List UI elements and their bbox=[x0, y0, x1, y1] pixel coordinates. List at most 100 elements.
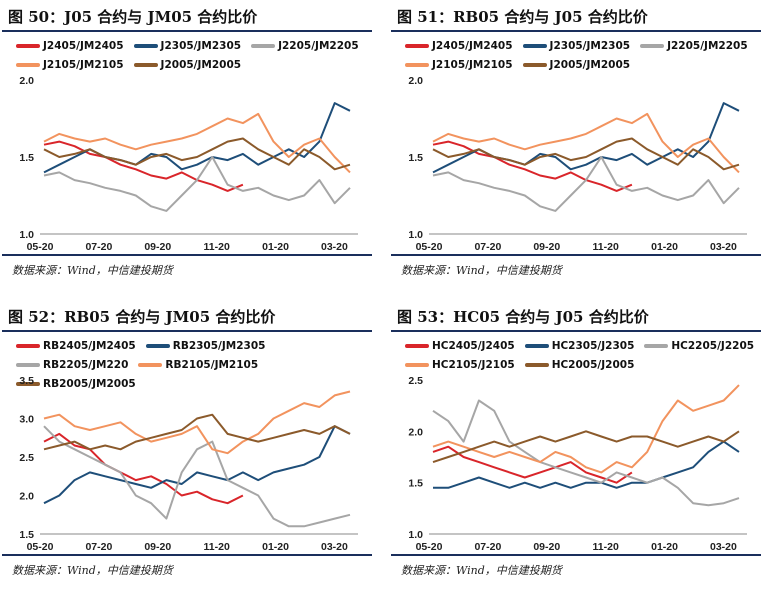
legend-swatch bbox=[405, 344, 429, 348]
x-tick-label: 03-20 bbox=[710, 241, 737, 253]
legend-label: J2105/JM2105 bbox=[43, 59, 124, 71]
x-tick-label: 07-20 bbox=[85, 241, 112, 253]
x-tick-label: 05-20 bbox=[27, 541, 54, 553]
chart-title: 图 50：J05 合约与 JM05 合约比价 bbox=[8, 8, 258, 26]
series-line bbox=[433, 440, 740, 489]
legend-item: HC2305/J2305 bbox=[524, 337, 635, 355]
legend-swatch bbox=[640, 44, 665, 48]
y-tick-label: 1.5 bbox=[408, 152, 423, 164]
x-tick-label: 11-20 bbox=[593, 541, 619, 553]
legend-label: RB2005/JM2005 bbox=[43, 378, 136, 390]
y-tick-label: 1.5 bbox=[408, 478, 423, 490]
legend-item: RB2305/JM2305 bbox=[145, 337, 266, 355]
chart-panel-53: 图 53：HC05 合约与 J05 合约比价 HC2405/J2405 HC230… bbox=[391, 300, 765, 590]
x-tick-label: 09-20 bbox=[533, 241, 560, 253]
legend-item: J2305/JM2305 bbox=[522, 37, 631, 55]
chart-title: 图 53：HC05 合约与 J05 合约比价 bbox=[397, 308, 649, 326]
legend-swatch bbox=[16, 63, 40, 67]
legend-label: J2205/JM2205 bbox=[278, 40, 359, 52]
x-tick-label: 01-20 bbox=[651, 241, 678, 253]
chart-plot: 1.0 1.5 2.0 05-20 07-20 09-20 11-20 01-20 03-20 bbox=[408, 75, 747, 253]
series-line bbox=[43, 425, 351, 528]
x-tick-label: 03-20 bbox=[321, 241, 348, 253]
series-line bbox=[432, 430, 740, 464]
divider bbox=[2, 330, 372, 332]
x-tick-label: 11-20 bbox=[593, 241, 619, 253]
y-tick-label: 2.5 bbox=[408, 375, 423, 387]
x-tick-label: 03-20 bbox=[321, 541, 348, 553]
x-tick-label: 03-20 bbox=[710, 541, 737, 553]
legend-item: J2205/JM2205 bbox=[251, 37, 359, 55]
x-tick-label: 11-20 bbox=[204, 241, 230, 253]
legend-swatch bbox=[524, 344, 549, 348]
y-tick-label: 2.0 bbox=[408, 426, 423, 438]
legend-swatch bbox=[145, 344, 170, 348]
series-line bbox=[432, 102, 740, 174]
series-line bbox=[43, 432, 244, 505]
legend-item: HC2205/J2205 bbox=[644, 337, 754, 355]
legend-item: J2305/JM2305 bbox=[133, 37, 242, 55]
legend-label: RB2105/JM2105 bbox=[165, 359, 259, 371]
legend-swatch bbox=[138, 363, 163, 367]
chart-legend: J2405/JM2405 J2305/JM2305 J2205/JM2205 J210… bbox=[16, 36, 376, 74]
x-tick-label: 11-20 bbox=[204, 541, 230, 553]
chart-panel-52: 图 52：RB05 合约与 JM05 合约比价 RB2405/JM2405 RB2… bbox=[2, 300, 376, 590]
series-line bbox=[432, 399, 740, 507]
legend-swatch bbox=[522, 63, 547, 67]
x-tick-label: 07-20 bbox=[474, 541, 501, 553]
legend-item: HC2105/J2105 bbox=[405, 356, 515, 374]
series-line bbox=[43, 140, 244, 192]
legend-label: HC2405/J2405 bbox=[432, 340, 515, 352]
series-line bbox=[432, 156, 740, 212]
x-tick-label: 01-20 bbox=[651, 541, 678, 553]
source-note: 数据来源：Wind，中信建投期货 bbox=[12, 264, 173, 277]
y-tick-label: 2.0 bbox=[408, 75, 423, 87]
x-tick-label: 09-20 bbox=[144, 241, 171, 253]
legend-swatch bbox=[405, 44, 429, 48]
legend-item: J2205/JM2205 bbox=[640, 37, 748, 55]
legend-label: J2105/JM2105 bbox=[432, 59, 513, 71]
legend-swatch bbox=[16, 363, 40, 367]
legend-item: J2105/JM2105 bbox=[16, 56, 124, 74]
series-line bbox=[43, 112, 351, 174]
legend-label: J2305/JM2305 bbox=[549, 40, 631, 52]
chart-panel-50: 图 50：J05 合约与 JM05 合约比价 J2405/JM2405 J2305… bbox=[2, 0, 376, 290]
legend-label: RB2405/JM2405 bbox=[43, 340, 136, 352]
legend-label: HC2005/J2005 bbox=[551, 359, 635, 371]
x-tick-label: 01-20 bbox=[262, 241, 289, 253]
legend-item: HC2405/J2405 bbox=[405, 337, 515, 355]
divider bbox=[391, 30, 761, 32]
legend-item: RB2405/JM2405 bbox=[16, 337, 136, 355]
legend-label: HC2105/J2105 bbox=[432, 359, 515, 371]
legend-item: J2405/JM2405 bbox=[16, 37, 124, 55]
legend-item: RB2005/JM2005 bbox=[16, 375, 136, 393]
chart-plot: 1.0 1.5 2.0 2.5 05-20 07-20 09-20 11-20 01-20 03-… bbox=[408, 375, 747, 553]
legend-swatch bbox=[16, 382, 40, 386]
x-tick-label: 07-20 bbox=[85, 541, 112, 553]
legend-swatch bbox=[524, 363, 549, 367]
source-note: 数据来源：Wind，中信建投期货 bbox=[401, 564, 562, 577]
legend-label: HC2205/J2205 bbox=[671, 340, 755, 352]
legend-label: J2405/JM2405 bbox=[43, 40, 124, 52]
chart-legend: RB2405/JM2405 RB2305/JM2305 RB2205/JM220 RB… bbox=[16, 336, 376, 393]
y-tick-label: 2.0 bbox=[19, 75, 34, 87]
legend-item: J2005/JM2005 bbox=[522, 56, 630, 74]
legend-label: RB2305/JM2305 bbox=[172, 340, 266, 352]
chart-title: 图 52：RB05 合约与 JM05 合约比价 bbox=[8, 308, 276, 326]
chart-plot: 1.5 2.0 2.5 3.0 3.5 05-20 07-20 09-20 11-20 01-20… bbox=[19, 375, 358, 553]
y-tick-label: 3.5 bbox=[19, 375, 34, 387]
legend-label: J2005/JM2005 bbox=[160, 59, 242, 71]
legend-swatch bbox=[644, 344, 669, 348]
series-line bbox=[43, 390, 351, 455]
series-line bbox=[432, 384, 740, 474]
y-tick-label: 2.0 bbox=[19, 491, 34, 503]
legend-swatch bbox=[133, 44, 158, 48]
chart-title: 图 51：RB05 合约与 J05 合约比价 bbox=[397, 8, 648, 26]
legend-label: J2305/JM2305 bbox=[160, 40, 242, 52]
x-tick-label: 01-20 bbox=[262, 541, 289, 553]
series-line bbox=[432, 112, 740, 174]
chart-legend: J2405/JM2405 J2305/JM2305 J2205/JM2205 J210… bbox=[405, 36, 765, 74]
legend-label: HC2305/J2305 bbox=[551, 340, 635, 352]
legend-item: RB2105/JM2105 bbox=[138, 356, 258, 374]
legend-swatch bbox=[16, 44, 40, 48]
